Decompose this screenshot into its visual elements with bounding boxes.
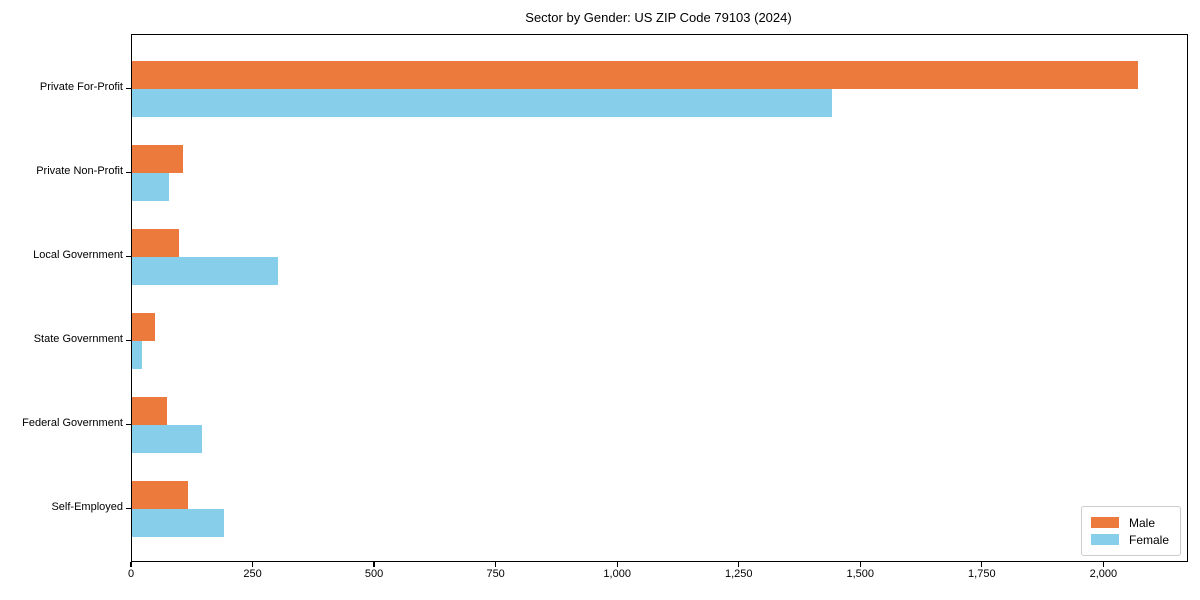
y-axis-category-label: Private For-Profit [39,81,123,93]
bar-male [132,145,184,173]
bar-female [132,341,143,369]
y-tick-mark [126,172,131,174]
x-axis-tick-label: 2,000 [1089,568,1118,580]
bar-male [132,229,180,257]
legend-swatch-male [1090,517,1119,528]
x-tick-mark [981,561,983,567]
legend-item-male: Male [1090,514,1169,531]
bar-male [132,481,189,509]
y-axis-category-label: Self-Employed [51,501,123,513]
y-axis-category-label: Private Non-Profit [36,165,123,177]
bar-female [132,257,278,285]
x-axis-tick-label: 750 [486,568,505,580]
x-axis-tick-label: 500 [364,568,384,580]
chart-title: Sector by Gender: US ZIP Code 79103 (202… [525,10,792,25]
x-tick-mark [130,561,132,567]
legend-label-male: Male [1128,515,1155,530]
plot-area: Male Female [131,34,1188,562]
x-axis-tick-label: 1,250 [724,568,753,580]
x-tick-mark [1102,561,1104,567]
legend-label-female: Female [1128,532,1169,547]
y-tick-mark [126,256,131,258]
x-tick-mark [859,561,861,567]
x-tick-mark [373,561,375,567]
bar-female [132,509,225,537]
x-tick-mark [251,561,254,567]
y-tick-mark [126,424,131,426]
legend-item-female: Female [1090,531,1169,548]
bar-male [132,61,1139,89]
x-axis-tick-label: 1,750 [968,568,996,580]
y-tick-mark [126,88,131,90]
x-axis-tick-label: 1,000 [603,568,631,580]
bar-male [132,397,167,425]
bar-female [132,89,833,117]
y-axis-category-label: Federal Government [22,417,123,429]
x-axis-tick-label: 1,500 [846,568,875,580]
x-axis-tick-label: 0 [127,568,135,580]
x-axis-tick-label: 250 [243,568,262,580]
legend: Male Female [1080,506,1181,556]
x-tick-mark [494,561,497,567]
y-axis-category-label: State Government [33,333,123,345]
y-axis-category-label: Local Government [33,249,123,261]
y-tick-mark [126,340,131,342]
x-tick-mark [616,561,618,567]
legend-swatch-female [1090,534,1119,545]
bar-female [132,425,203,453]
bar-male [132,313,156,341]
y-tick-mark [126,508,131,510]
x-tick-mark [738,561,740,567]
bar-female [132,173,170,201]
